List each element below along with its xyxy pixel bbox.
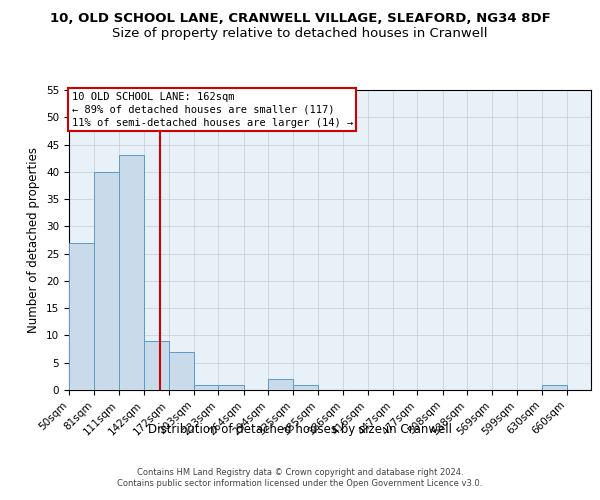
Bar: [542, 384, 566, 390]
Bar: [194, 384, 218, 390]
Bar: [144, 341, 169, 390]
Text: Contains HM Land Registry data © Crown copyright and database right 2024.
Contai: Contains HM Land Registry data © Crown c…: [118, 468, 482, 487]
Bar: [268, 379, 293, 390]
Y-axis label: Number of detached properties: Number of detached properties: [28, 147, 40, 333]
Text: Size of property relative to detached houses in Cranwell: Size of property relative to detached ho…: [112, 28, 488, 40]
Bar: [293, 384, 318, 390]
Text: 10 OLD SCHOOL LANE: 162sqm
← 89% of detached houses are smaller (117)
11% of sem: 10 OLD SCHOOL LANE: 162sqm ← 89% of deta…: [71, 92, 353, 128]
Bar: [218, 384, 244, 390]
Text: 10, OLD SCHOOL LANE, CRANWELL VILLAGE, SLEAFORD, NG34 8DF: 10, OLD SCHOOL LANE, CRANWELL VILLAGE, S…: [50, 12, 550, 26]
Text: Distribution of detached houses by size in Cranwell: Distribution of detached houses by size …: [148, 422, 452, 436]
Bar: [169, 352, 194, 390]
Bar: [119, 156, 144, 390]
Bar: [69, 242, 94, 390]
Bar: [94, 172, 119, 390]
